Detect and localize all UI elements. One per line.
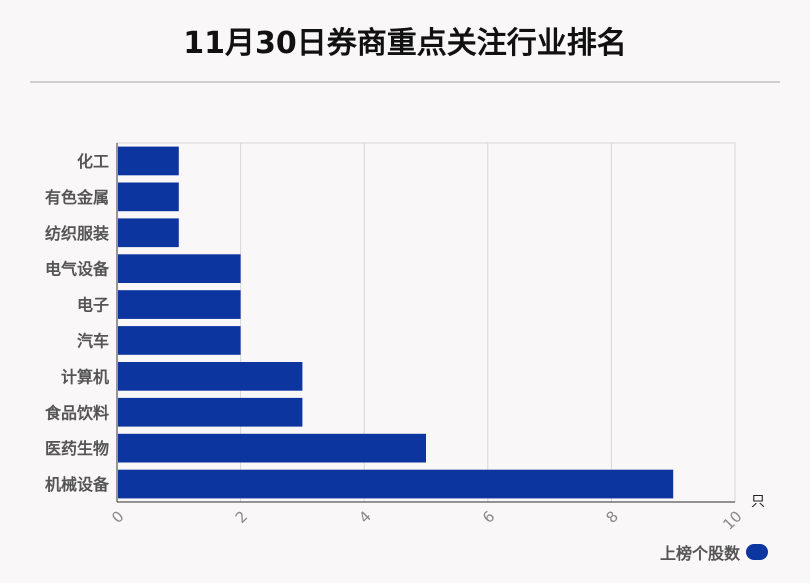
x-tick-label: 10 [719,507,745,533]
y-category-label: 电子 [77,296,109,315]
x-unit-label: 只 [751,494,765,510]
bar[interactable] [118,254,241,284]
legend[interactable]: 上榜个股数 [660,540,768,564]
y-category-label: 纺织服装 [45,224,109,243]
bar[interactable] [118,433,426,463]
bar[interactable] [118,218,179,248]
legend-label: 上榜个股数 [659,544,740,563]
bar[interactable] [118,182,179,212]
y-category-label: 食品饮料 [44,403,109,422]
bar[interactable] [118,146,179,176]
x-tick-label: 0 [108,507,127,526]
bar[interactable] [118,326,241,355]
y-category-label: 汽车 [77,331,109,350]
y-category-label: 计算机 [61,367,109,386]
y-category-label: 医药生物 [45,439,109,458]
y-category-label: 化工 [77,152,109,171]
bar[interactable] [118,397,303,427]
legend-swatch[interactable] [746,544,768,560]
x-tick-label: 4 [355,507,374,526]
title-divider [30,81,780,83]
x-tick-label: 6 [479,507,498,526]
y-category-label: 有色金属 [45,188,109,207]
y-category-label: 机械设备 [45,475,110,494]
x-tick-label: 2 [232,507,251,526]
bar[interactable] [118,290,241,319]
bar[interactable] [118,469,674,499]
bar[interactable] [118,361,303,391]
y-category-label: 电气设备 [45,260,110,279]
chart-title: 11月30日券商重点关注行业排名 [183,26,627,61]
x-tick-label: 8 [603,507,622,526]
